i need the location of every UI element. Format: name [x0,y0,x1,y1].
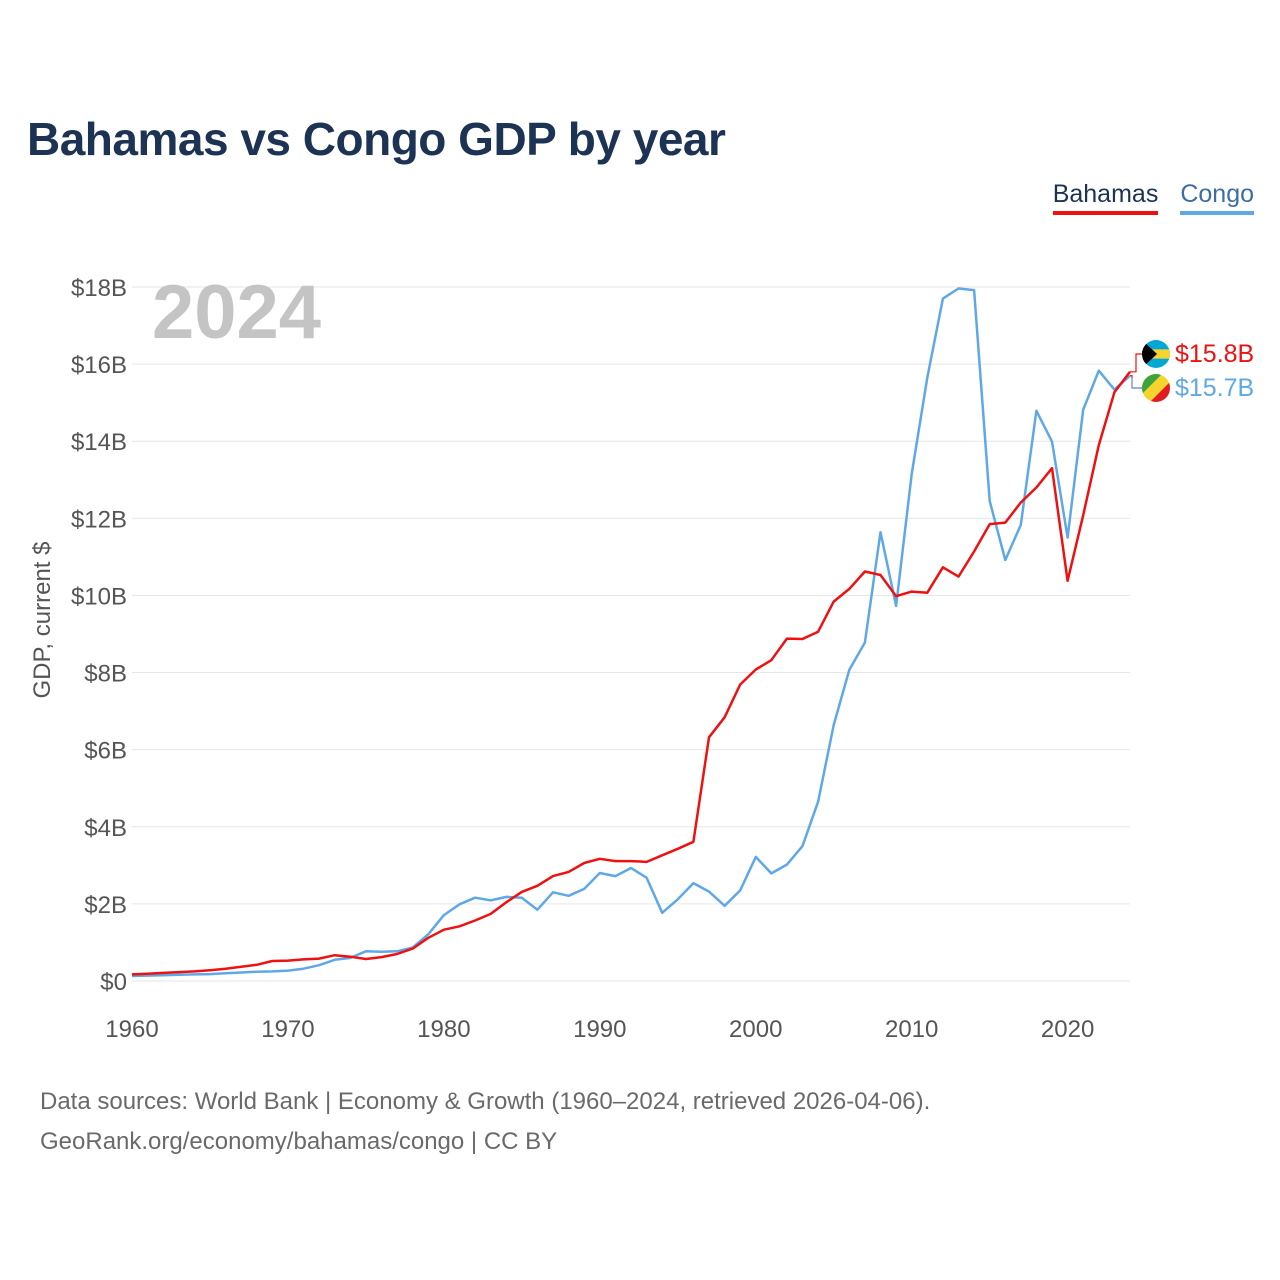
y-tick-label: $12B [71,506,127,533]
y-tick-label: $16B [71,352,127,379]
y-tick-label: $14B [71,429,127,456]
x-tick-label: 1980 [417,1016,470,1043]
end-label-connector [1131,377,1142,389]
chart-title: Bahamas vs Congo GDP by year [27,113,726,165]
bahamas-flag-icon [1142,340,1170,368]
end-label-congo: $15.7B [1175,374,1254,402]
attribution-text: GeoRank.org/economy/bahamas/congo | CC B… [40,1128,558,1155]
congo-flag-icon [1142,374,1170,402]
end-label-bahamas: $15.8B [1175,340,1254,368]
y-tick-label: $18B [71,275,127,302]
y-tick-label: $8B [84,661,127,688]
x-tick-label: 1970 [261,1016,314,1043]
legend-item-bahamas[interactable]: Bahamas [1052,180,1159,215]
series-line-congo[interactable] [131,287,1131,978]
x-axis-ticks: 1960 1970 1980 1990 2000 2010 2020 [105,1016,1094,1043]
y-axis-ticks: $0 $2B $4B $6B $8B $10B $12B $14B $16B $18B [71,275,127,996]
y-tick-label: $0 [100,969,127,996]
y-tick-label: $10B [71,583,127,610]
x-tick-label: 2020 [1041,1016,1094,1043]
year-watermark: 2024 [152,270,321,355]
legend: Bahamas Congo [1052,180,1254,215]
footer: Data sources: World Bank | Economy & Gro… [40,1082,930,1162]
y-tick-label: $2B [84,892,127,919]
line-chart: $0$2B$4B$6B$8B$10B$12B$14B$16B$18B 1960 1… [29,270,1254,1043]
y-axis-label: GDP, current $ [29,542,56,699]
x-tick-label: 2010 [885,1016,938,1043]
series-line-bahamas[interactable] [131,371,1131,976]
gridlines [132,286,1130,982]
series-lines [131,287,1131,978]
y-tick-label: $6B [84,738,127,765]
x-tick-label: 1990 [573,1016,626,1043]
legend-item-congo[interactable]: Congo [1180,180,1254,215]
x-tick-label: 2000 [729,1016,782,1043]
end-labels: $15.8B $15.7B [1130,340,1254,402]
x-tick-label: 1960 [105,1016,158,1043]
data-sources-text: Data sources: World Bank | Economy & Gro… [40,1088,931,1115]
y-tick-label: $4B [84,815,127,842]
